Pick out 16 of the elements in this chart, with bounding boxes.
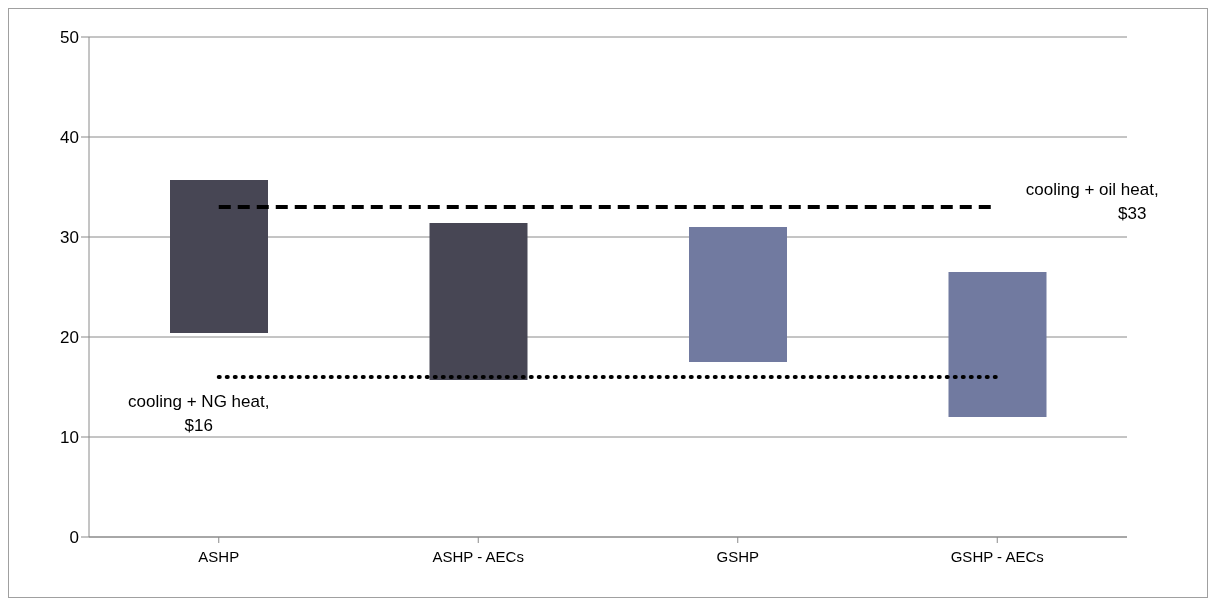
ref-line-label: cooling + NG heat, $16	[128, 392, 270, 435]
y-tick-label: 20	[60, 328, 79, 348]
bar	[170, 180, 268, 333]
ref-line-label: cooling + oil heat, $33	[1025, 180, 1159, 223]
y-tick-label: 10	[60, 428, 79, 448]
x-tick-label: ASHP	[198, 547, 240, 565]
x-tick-label: GSHP - AECs	[950, 547, 1044, 565]
x-tick-label: GSHP	[716, 547, 760, 565]
y-tick-label: 50	[60, 28, 79, 48]
y-tick-label: 0	[69, 528, 79, 548]
y-tick-label: 40	[60, 128, 79, 148]
bar	[429, 223, 528, 380]
bar	[689, 227, 787, 362]
x-tick-label: ASHP - AECs	[432, 547, 524, 565]
y-tick-label: 30	[60, 228, 79, 248]
bar	[948, 272, 1047, 417]
